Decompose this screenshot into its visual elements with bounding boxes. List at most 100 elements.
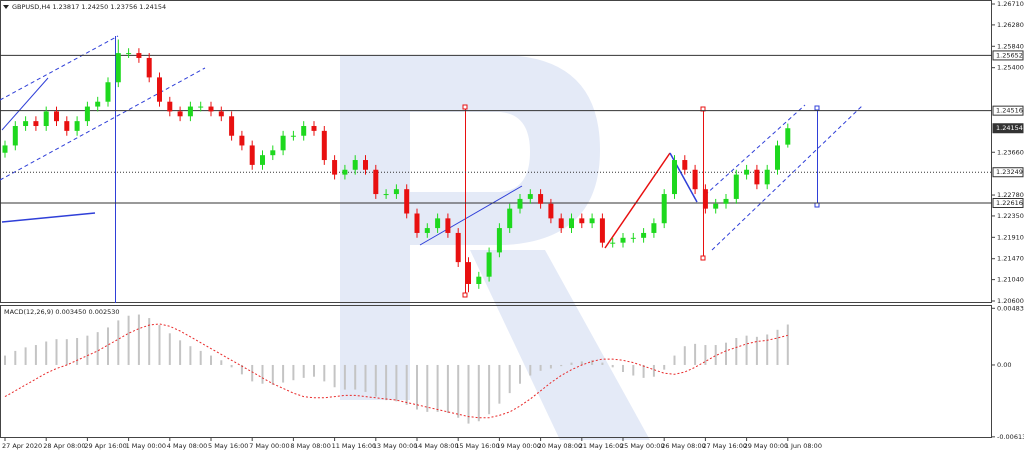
candle-body bbox=[105, 82, 111, 102]
candle-body bbox=[548, 203, 554, 219]
y-tick-label: 1.26710 bbox=[997, 0, 1024, 8]
level-label: 1.24154 bbox=[996, 124, 1023, 132]
candle-body bbox=[187, 106, 193, 117]
y-tick-label: 1.21470 bbox=[997, 255, 1024, 263]
candle-body bbox=[229, 116, 235, 136]
candle-body bbox=[692, 169, 698, 190]
candle-body bbox=[321, 130, 327, 161]
candle-body bbox=[95, 101, 101, 107]
level-label-box bbox=[992, 123, 1024, 134]
candle-body bbox=[126, 53, 132, 55]
candle-body bbox=[270, 150, 276, 156]
candle-body bbox=[466, 262, 471, 284]
y-tick-label: 1.25400 bbox=[997, 64, 1024, 72]
candle-body bbox=[713, 203, 719, 209]
candle-body bbox=[455, 232, 461, 263]
candle-body bbox=[775, 145, 780, 170]
candle-body bbox=[383, 194, 389, 196]
y-tick-label: 1.22350 bbox=[997, 212, 1024, 220]
x-tick-label: 29 May 00:00 bbox=[744, 442, 789, 450]
y-tick-label: 1.20600 bbox=[997, 297, 1024, 305]
candle-body bbox=[332, 160, 338, 175]
x-tick-label: 19 May 00:00 bbox=[496, 442, 541, 450]
symbol-arrow bbox=[3, 5, 9, 9]
candle-body bbox=[33, 121, 39, 127]
x-tick-label: 5 May 16:00 bbox=[208, 442, 248, 450]
candle-body bbox=[445, 218, 451, 233]
level-label-box bbox=[992, 198, 1024, 209]
candle-body bbox=[527, 194, 533, 199]
candle-body bbox=[352, 160, 358, 170]
candle-body bbox=[517, 198, 523, 209]
price-panel bbox=[0, 0, 992, 303]
macd-panel bbox=[0, 305, 992, 438]
level-label: 1.22616 bbox=[996, 199, 1023, 207]
candle-body bbox=[290, 135, 296, 137]
candle-body bbox=[239, 135, 245, 146]
candle-body bbox=[641, 232, 647, 238]
candle-body bbox=[208, 106, 214, 112]
x-tick-label: 27 May 16:00 bbox=[702, 442, 747, 450]
candle-body bbox=[744, 169, 750, 175]
candle-body bbox=[558, 218, 564, 229]
candle-body bbox=[414, 213, 420, 233]
y-tick-label: 1.26280 bbox=[997, 21, 1024, 29]
x-tick-label: 27 Apr 2020 bbox=[2, 442, 42, 450]
y-tick-label: 1.22780 bbox=[997, 191, 1024, 199]
candle-body bbox=[630, 237, 636, 239]
candle-body bbox=[84, 106, 90, 122]
level-label: 1.24516 bbox=[996, 107, 1023, 115]
y-tick-label: 1.25840 bbox=[997, 42, 1024, 50]
drawings bbox=[0, 35, 863, 303]
level-label-box bbox=[992, 50, 1024, 61]
candle-body bbox=[651, 223, 657, 233]
x-tick-label: 29 Apr 16:00 bbox=[84, 442, 126, 450]
candle-body bbox=[661, 194, 667, 224]
candle-body bbox=[785, 128, 791, 145]
x-tick-label: 8 May 08:00 bbox=[290, 442, 330, 450]
candle-body bbox=[177, 111, 183, 117]
candle-body bbox=[764, 169, 770, 185]
candle-body bbox=[393, 189, 399, 195]
candle-body bbox=[54, 111, 59, 122]
candle-body bbox=[496, 228, 502, 253]
candle-body bbox=[218, 111, 224, 117]
candle-body bbox=[373, 169, 379, 195]
candle-body bbox=[435, 218, 441, 229]
chart-title: GBPUSD,H4 1.23817 1.24250 1.23756 1.2415… bbox=[12, 3, 166, 11]
macd-title: MACD(12,26,9) 0.003450 0.002530 bbox=[4, 308, 120, 316]
candle-body bbox=[157, 77, 162, 102]
candle-body bbox=[301, 126, 307, 136]
candle-body bbox=[249, 145, 255, 165]
candle-body bbox=[146, 57, 152, 78]
candle-body bbox=[167, 101, 173, 112]
y-tick-label: 1.21910 bbox=[997, 233, 1024, 241]
y-tick-label: 0.004834 bbox=[997, 304, 1024, 312]
candle-body bbox=[342, 169, 348, 175]
level-label: 1.23249 bbox=[996, 168, 1023, 176]
x-tick-label: 20 May 08:00 bbox=[538, 442, 583, 450]
candle-body bbox=[579, 218, 585, 224]
candle-body bbox=[682, 160, 688, 170]
x-tick-label: 1 May 00:00 bbox=[126, 442, 166, 450]
candle-body bbox=[136, 53, 142, 58]
candle-body bbox=[754, 169, 760, 185]
level-label-box bbox=[992, 105, 1024, 116]
level-label: 1.25652 bbox=[996, 51, 1023, 59]
candle-body bbox=[23, 121, 29, 127]
x-tick-label: 7 May 00:00 bbox=[249, 442, 289, 450]
x-tick-label: 28 Apr 08:00 bbox=[43, 442, 85, 450]
candle-body bbox=[2, 145, 8, 153]
candle-body bbox=[64, 121, 70, 131]
candle-body bbox=[672, 160, 677, 195]
candle-body bbox=[589, 218, 595, 224]
candle-body bbox=[43, 111, 49, 127]
x-tick-label: 15 May 16:00 bbox=[455, 442, 500, 450]
candle-body bbox=[424, 228, 430, 233]
x-tick-label: 1 Jun 08:00 bbox=[785, 442, 822, 450]
x-tick-label: 4 May 08:00 bbox=[167, 442, 207, 450]
candle-body bbox=[733, 174, 739, 199]
candle-body bbox=[404, 189, 410, 214]
level-label-box bbox=[992, 167, 1024, 178]
candle-body bbox=[702, 189, 708, 209]
